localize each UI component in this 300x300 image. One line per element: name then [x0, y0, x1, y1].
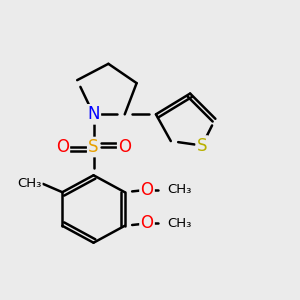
Text: CH₃: CH₃	[167, 217, 191, 230]
Text: N: N	[87, 105, 100, 123]
Text: O: O	[140, 214, 154, 232]
Text: O: O	[56, 138, 69, 156]
Text: S: S	[88, 138, 99, 156]
Text: O: O	[140, 181, 154, 199]
Text: CH₃: CH₃	[167, 183, 191, 196]
Text: S: S	[197, 136, 207, 154]
Text: CH₃: CH₃	[17, 177, 41, 190]
Text: O: O	[118, 138, 131, 156]
